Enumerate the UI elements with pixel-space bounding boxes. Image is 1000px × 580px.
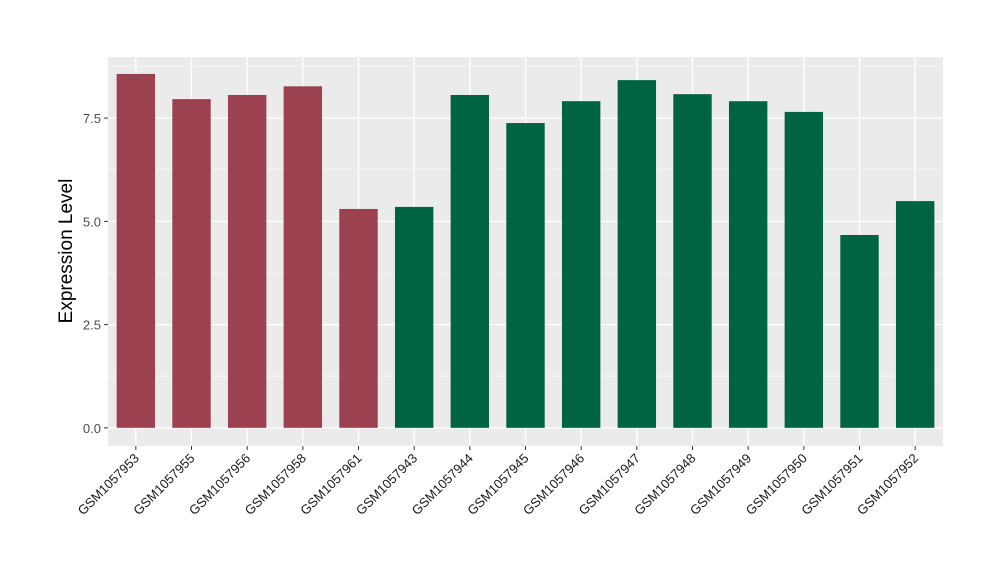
bar — [116, 73, 156, 428]
y-tick-label: 5.0 — [83, 214, 101, 229]
bar — [840, 234, 879, 428]
bar — [784, 111, 824, 428]
bar — [394, 206, 434, 428]
y-tick-label: 2.5 — [83, 318, 101, 333]
bar — [673, 94, 712, 428]
y-axis-label: Expression Level — [56, 179, 77, 324]
bar — [895, 201, 935, 428]
bar — [172, 99, 211, 428]
bar — [728, 101, 768, 428]
bar — [617, 80, 657, 428]
bar — [339, 208, 378, 428]
bar — [506, 123, 545, 428]
bar — [283, 86, 323, 428]
bar — [561, 101, 601, 428]
y-tick-label: 7.5 — [83, 111, 101, 126]
bar — [450, 94, 490, 428]
y-tick-label: 0.0 — [83, 421, 101, 436]
bar — [227, 94, 267, 428]
